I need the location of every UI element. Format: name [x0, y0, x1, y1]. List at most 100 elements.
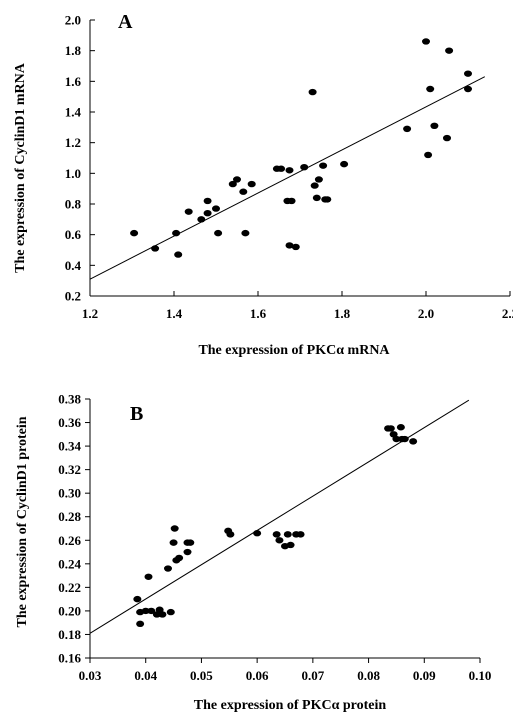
panel-a-data-point [184, 208, 193, 215]
panel-b-data-point [170, 525, 179, 532]
panel-a-data-point [233, 176, 241, 183]
panel-a-x-tick-label: 2.2 [502, 306, 513, 321]
panel-a-data-point [241, 229, 250, 237]
panel-a-trendline [89, 76, 486, 280]
panel-b-x-tick-label: 0.04 [134, 668, 157, 683]
panel-b-data-point [275, 537, 284, 544]
panel-b-y-tick-label: 0.36 [58, 415, 81, 430]
panel-b-data-point [175, 554, 184, 562]
panel-a-y-tick-label: 1.4 [65, 105, 82, 120]
panel-b-trendline [89, 399, 470, 634]
panel-b-x-title: The expression of PKCα protein [194, 698, 387, 713]
panel-b-data-point [136, 620, 145, 628]
panel-a-data-point [174, 251, 183, 258]
panel-a-y-tick-label: 1.6 [65, 74, 82, 89]
panel-a-data-point [291, 243, 300, 251]
panel-b-data-point [183, 548, 192, 556]
panel-a-y-tick-label: 0.6 [65, 227, 82, 242]
panel-a-x-tick-label: 2.0 [418, 306, 434, 321]
panel-b-label: B [130, 403, 143, 425]
panel-a-data-point [203, 210, 212, 217]
panel-a-x-tick-label: 1.8 [334, 306, 351, 321]
panel-b-data-point [396, 424, 405, 431]
panel-b-data-point [144, 573, 153, 580]
panel-b-data-point [296, 531, 305, 538]
panel-b-x-tick-label: 0.08 [357, 668, 380, 683]
panel-b-data-point [409, 438, 418, 445]
panel-a-data-point [310, 182, 319, 189]
panel-a-data-point [445, 47, 454, 54]
panel-a-y-tick-label: 1.2 [65, 135, 81, 150]
panel-b-data-point [164, 565, 172, 572]
panel-a-y-tick-label: 0.8 [65, 197, 82, 212]
panel-a-data-point [172, 229, 181, 237]
panel-a-y-tick-label: 1.0 [65, 166, 81, 181]
panel-b-data-point [286, 541, 295, 549]
panel-b-y-tick-label: 0.38 [58, 392, 81, 407]
panel-a-data-point [422, 38, 430, 45]
panel-b-data-point [392, 435, 401, 443]
panel-b-y-tick-label: 0.16 [58, 651, 81, 666]
panel-a-data-point [130, 229, 139, 237]
panel-b-data-point [186, 539, 195, 546]
panel-b-y-title: The expression of CyclinD1 protein [15, 416, 30, 627]
panel-b-data-point [133, 595, 142, 603]
panel-a-y-tick-label: 0.4 [65, 258, 82, 273]
panel-a-data-point [285, 167, 294, 174]
panel-a-data-point [340, 160, 349, 168]
panel-a-data-point [214, 229, 223, 237]
panel-a-data-point [319, 162, 328, 169]
panel-b-y-tick-label: 0.32 [58, 462, 81, 477]
panel-a-data-point [424, 151, 433, 159]
panel-a-data-point [277, 165, 286, 172]
panel-a-data-point [312, 194, 321, 202]
panel-b-y-tick-label: 0.24 [58, 556, 81, 571]
panel-a-data-point [285, 242, 294, 249]
panel-b-y-tick-label: 0.28 [58, 509, 81, 524]
panel-a-data-point [203, 197, 212, 205]
panel-b-x-tick-label: 0.06 [246, 668, 269, 683]
panel-a-data-point [314, 176, 323, 183]
panel-a-data-point [247, 180, 256, 188]
panel-a-data-point [228, 180, 237, 188]
panel-b-data-point [147, 607, 156, 615]
panel-a-label: A [118, 11, 133, 33]
panel-b-data-point [141, 607, 150, 615]
panel-b-chart: B 0.03 0.04 0.05 0.06 0.07 0.08 0.09 0.10 0.16 0… [15, 392, 491, 714]
panel-a-data-point [239, 188, 248, 195]
panel-a-x-tick-label: 1.4 [166, 306, 183, 321]
panel-a-x-tick-label: 1.2 [82, 306, 98, 321]
panel-b-x-tick-label: 0.05 [190, 668, 213, 683]
panel-b-data-point [283, 531, 292, 538]
panel-b-data-point [272, 531, 281, 538]
panel-b-y-tick-label: 0.30 [58, 486, 81, 501]
panel-a-y-tick-label: 2.0 [65, 13, 81, 28]
panel-b-y-tick-label: 0.34 [58, 439, 81, 454]
panel-a-data-point [464, 85, 472, 93]
panel-b-x-tick-label: 0.03 [79, 668, 102, 683]
panel-b-x-tick-label: 0.09 [413, 668, 436, 683]
panel-b-data-point [386, 425, 395, 432]
panel-a-y-tick-label: 1.8 [65, 43, 82, 58]
panel-a-data-point [212, 205, 220, 212]
panel-a-y-title: The expression of CyclinD1 mRNA [13, 62, 28, 273]
panel-b-x-tick-label: 0.10 [469, 668, 492, 683]
panel-b-y-tick-label: 0.26 [58, 533, 81, 548]
panel-a-data-point [426, 85, 435, 93]
panel-b-y-tick-label: 0.18 [58, 627, 81, 642]
panel-b-data-point [226, 531, 235, 538]
panel-b-data-point [158, 611, 167, 618]
panel-a-data-point [287, 197, 296, 205]
panel-a-data-point [308, 88, 317, 96]
panel-b-y-tick-label: 0.20 [58, 603, 81, 618]
panel-a-y-tick-label: 0.2 [65, 289, 81, 304]
panel-a-x-tick-label: 1.6 [250, 306, 267, 321]
panel-a-chart: A 1.2 1.4 1.6 1.8 2.0 2.2 0.2 0.4 0.6 0.8 1.0 1.2 1… [13, 11, 513, 358]
panel-a-data-point [443, 134, 451, 142]
panel-a-data-point [430, 122, 439, 129]
panel-b-data-point [169, 539, 178, 546]
panel-a-x-title: The expression of PKCα mRNA [198, 343, 390, 358]
panel-a-data-point [403, 125, 412, 133]
panel-b-y-tick-label: 0.22 [58, 580, 81, 595]
